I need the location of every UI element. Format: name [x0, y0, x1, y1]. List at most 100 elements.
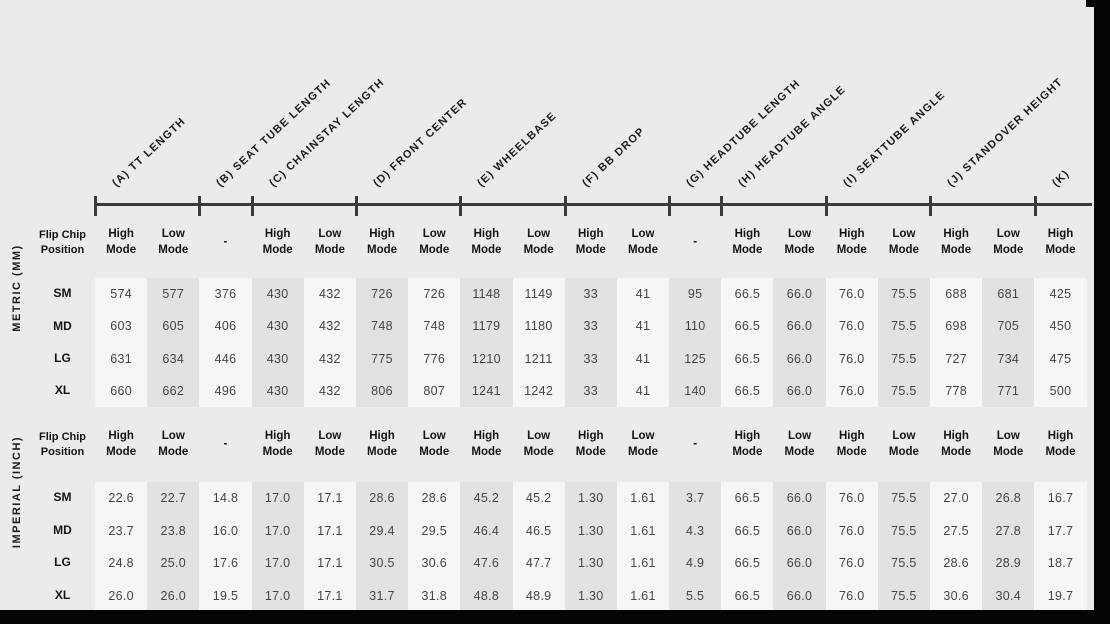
value-cell: 76.0 — [825, 310, 878, 343]
value-cell: 17.6 — [199, 546, 252, 580]
value-cell: 4.3 — [669, 514, 722, 547]
value-cell: 66.0 — [773, 278, 826, 311]
value-cell: 19.5 — [199, 579, 252, 612]
value-cell: 41 — [616, 310, 670, 343]
mode-header-cell: Low Mode — [523, 227, 554, 256]
size-label: SM — [53, 490, 72, 505]
value-cell: 22.7 — [147, 481, 200, 515]
value-cell: 775 — [355, 342, 409, 375]
value-cell: 75.5 — [877, 342, 930, 375]
column-group-label-k: (K) — [1049, 167, 1072, 190]
value-cell: 17.0 — [251, 514, 304, 547]
value-cell: 631 — [95, 342, 148, 375]
value-cell: 47.7 — [512, 546, 565, 580]
value-cell: 430 — [251, 374, 304, 408]
mode-header-cell: Low Mode — [627, 430, 658, 458]
value-cell: 726 — [355, 278, 409, 311]
value-cell: 23.8 — [147, 514, 200, 547]
value-cell: 125 — [669, 342, 722, 375]
value-cell: 26.0 — [95, 579, 148, 612]
value-cell: 27.0 — [930, 481, 983, 515]
value-cell: 17.0 — [251, 579, 304, 612]
value-cell: 66.5 — [721, 481, 774, 515]
flip-chip-position-header: Flip Chip Position — [38, 431, 87, 458]
mode-header-cell: High Mode — [367, 430, 398, 458]
value-cell: 1241 — [460, 374, 513, 408]
column-group-label-j: (J) STANDOVER HEIGHT — [945, 75, 1066, 190]
value-cell: 1.61 — [616, 579, 670, 612]
table-row: XL 26.0 26.0 19.5 17.0 17.1 31.7 31.8 48.8 48.9 1.… — [0, 579, 1096, 612]
mode-header-cell: High Mode — [262, 430, 293, 458]
value-cell: 500 — [1034, 374, 1087, 408]
size-label: XL — [54, 587, 71, 602]
value-cell: 48.9 — [512, 579, 565, 612]
value-cell: 1.30 — [564, 579, 617, 612]
value-cell: 778 — [930, 374, 983, 408]
value-cell: 66.0 — [773, 546, 826, 580]
value-cell: 41 — [616, 342, 670, 375]
value-cell: 1.61 — [616, 546, 670, 580]
size-label: MD — [53, 522, 72, 537]
value-cell: 30.4 — [982, 579, 1035, 612]
value-cell: 25.0 — [147, 546, 200, 580]
value-cell: 66.5 — [721, 546, 774, 580]
value-cell: 76.0 — [825, 342, 878, 375]
value-cell: 66.0 — [773, 579, 826, 612]
value-cell: 33 — [564, 374, 617, 408]
value-cell: 17.0 — [251, 546, 304, 580]
value-cell: 23.7 — [95, 514, 148, 547]
value-cell: 26.8 — [982, 481, 1035, 515]
mode-header-cell: - — [693, 437, 698, 450]
value-cell: 30.6 — [408, 546, 461, 580]
value-cell: 66.5 — [721, 514, 774, 547]
value-cell: 432 — [303, 374, 356, 408]
value-cell: 475 — [1034, 342, 1087, 375]
value-cell: 1180 — [512, 310, 565, 343]
value-cell: 688 — [930, 278, 983, 311]
value-cell: 19.7 — [1034, 579, 1087, 612]
value-cell: 4.9 — [669, 546, 722, 580]
mode-header-cell: Low Mode — [314, 430, 345, 458]
value-cell: 75.5 — [877, 546, 930, 580]
mode-header-cell: High Mode — [941, 227, 972, 256]
value-cell: 66.0 — [773, 310, 826, 343]
value-cell: 22.6 — [95, 481, 148, 515]
header-tick — [563, 196, 567, 216]
value-cell: 698 — [930, 310, 983, 343]
section-label-spacer — [0, 579, 30, 612]
column-group-label-f: (F) BB DROP — [579, 125, 648, 190]
value-cell: 17.1 — [303, 481, 356, 515]
value-cell: 727 — [930, 342, 983, 375]
value-cell: 17.7 — [1034, 514, 1087, 547]
mode-header-cell: Low Mode — [888, 227, 919, 256]
header-tick — [929, 196, 933, 216]
value-cell: 16.0 — [199, 514, 252, 547]
header-tick — [94, 196, 97, 216]
value-cell: 46.4 — [460, 514, 513, 547]
mode-header-cell: High Mode — [575, 430, 606, 458]
column-group-label-i: (I) SEATTUBE ANGLE — [840, 88, 948, 190]
value-cell: 45.2 — [460, 481, 513, 515]
value-cell: 66.5 — [721, 342, 774, 375]
mode-header-cell: Low Mode — [523, 430, 554, 458]
mode-header-cell: High Mode — [262, 227, 293, 256]
table-row: LG 24.8 25.0 17.6 17.0 17.1 30.5 30.6 47.6 47.7 1.… — [0, 546, 1096, 580]
value-cell: 14.8 — [199, 481, 252, 515]
column-group-label-d: (D) FRONT CENTER — [371, 96, 470, 190]
value-cell: 66.5 — [721, 310, 774, 343]
value-cell: 1148 — [460, 278, 513, 311]
mode-header-cell: High Mode — [1045, 227, 1076, 256]
header-tick — [668, 196, 672, 216]
value-cell: 76.0 — [825, 278, 878, 311]
value-cell: 24.8 — [95, 546, 148, 580]
value-cell: 430 — [251, 342, 304, 375]
value-cell: 446 — [199, 342, 252, 375]
mode-header-cell: - — [693, 235, 698, 248]
value-cell: 66.5 — [721, 579, 774, 612]
size-label: LG — [54, 350, 71, 365]
value-cell: 110 — [669, 310, 722, 343]
table-row: MD 603 605 406 430 432 748 748 1179 1180 33 41 110 66… — [0, 310, 1096, 343]
value-cell: 17.1 — [303, 546, 356, 580]
header-tick — [250, 196, 254, 216]
